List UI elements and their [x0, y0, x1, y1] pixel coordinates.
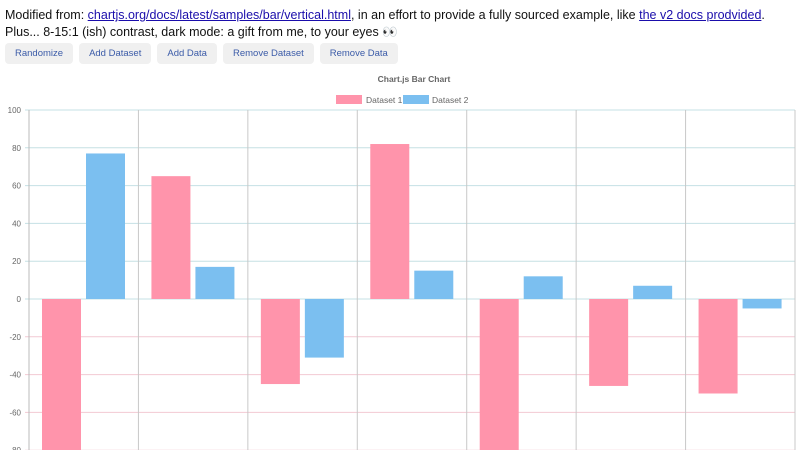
- legend-swatch-dataset-1[interactable]: [336, 95, 362, 104]
- legend-swatch-dataset-2[interactable]: [403, 95, 429, 104]
- randomize-button[interactable]: Randomize: [5, 43, 74, 64]
- add-dataset-button[interactable]: Add Dataset: [79, 43, 152, 64]
- samples-link[interactable]: chartjs.org/docs/latest/samples/bar/vert…: [87, 8, 351, 22]
- y-tick-label: 100: [8, 106, 22, 115]
- y-tick-label: 40: [12, 219, 21, 228]
- bar-dataset-1: [589, 299, 629, 386]
- bar-dataset-1: [370, 144, 410, 299]
- intro-middle: , in an effort to provide a fully source…: [350, 8, 640, 22]
- bar-dataset-2: [523, 276, 563, 299]
- add-data-button[interactable]: Add Data: [157, 43, 217, 64]
- bar-dataset-1: [698, 299, 738, 394]
- y-tick-label: 20: [12, 257, 21, 266]
- bar-dataset-2: [304, 299, 344, 358]
- bar-dataset-2: [195, 266, 235, 299]
- y-tick-label: -60: [9, 408, 21, 417]
- bar-dataset-2: [86, 153, 125, 299]
- y-tick-label: 0: [17, 295, 22, 304]
- bar-dataset-1: [479, 299, 519, 450]
- y-tick-label: 80: [12, 144, 21, 153]
- remove-dataset-button[interactable]: Remove Dataset: [222, 43, 314, 64]
- chart-title: Chart.js Bar Chart: [378, 74, 451, 84]
- legend-label-dataset-1[interactable]: Dataset 1: [366, 95, 403, 105]
- y-tick-label: 60: [12, 182, 21, 191]
- bar-dataset-1: [260, 299, 300, 385]
- intro-suffix: . Plus... 8-15:1 (ish) contrast, dark mo…: [5, 8, 765, 39]
- bar-dataset-2: [414, 270, 454, 299]
- bar-dataset-1: [42, 299, 81, 450]
- button-bar: Randomize Add Dataset Add Data Remove Da…: [5, 43, 398, 64]
- intro-prefix: Modified from:: [5, 8, 88, 22]
- bar-dataset-2: [742, 299, 782, 309]
- y-tick-label: -80: [9, 446, 21, 450]
- bar-dataset-1: [151, 176, 191, 299]
- bar-dataset-2: [633, 285, 673, 299]
- v2-docs-link[interactable]: the v2 docs prodvided: [639, 8, 762, 22]
- legend-label-dataset-2[interactable]: Dataset 2: [432, 95, 469, 105]
- y-tick-label: -20: [9, 333, 21, 342]
- remove-data-button[interactable]: Remove Data: [319, 43, 398, 64]
- y-tick-label: -40: [9, 371, 21, 380]
- intro-text: Modified from: chartjs.org/docs/latest/s…: [5, 7, 797, 41]
